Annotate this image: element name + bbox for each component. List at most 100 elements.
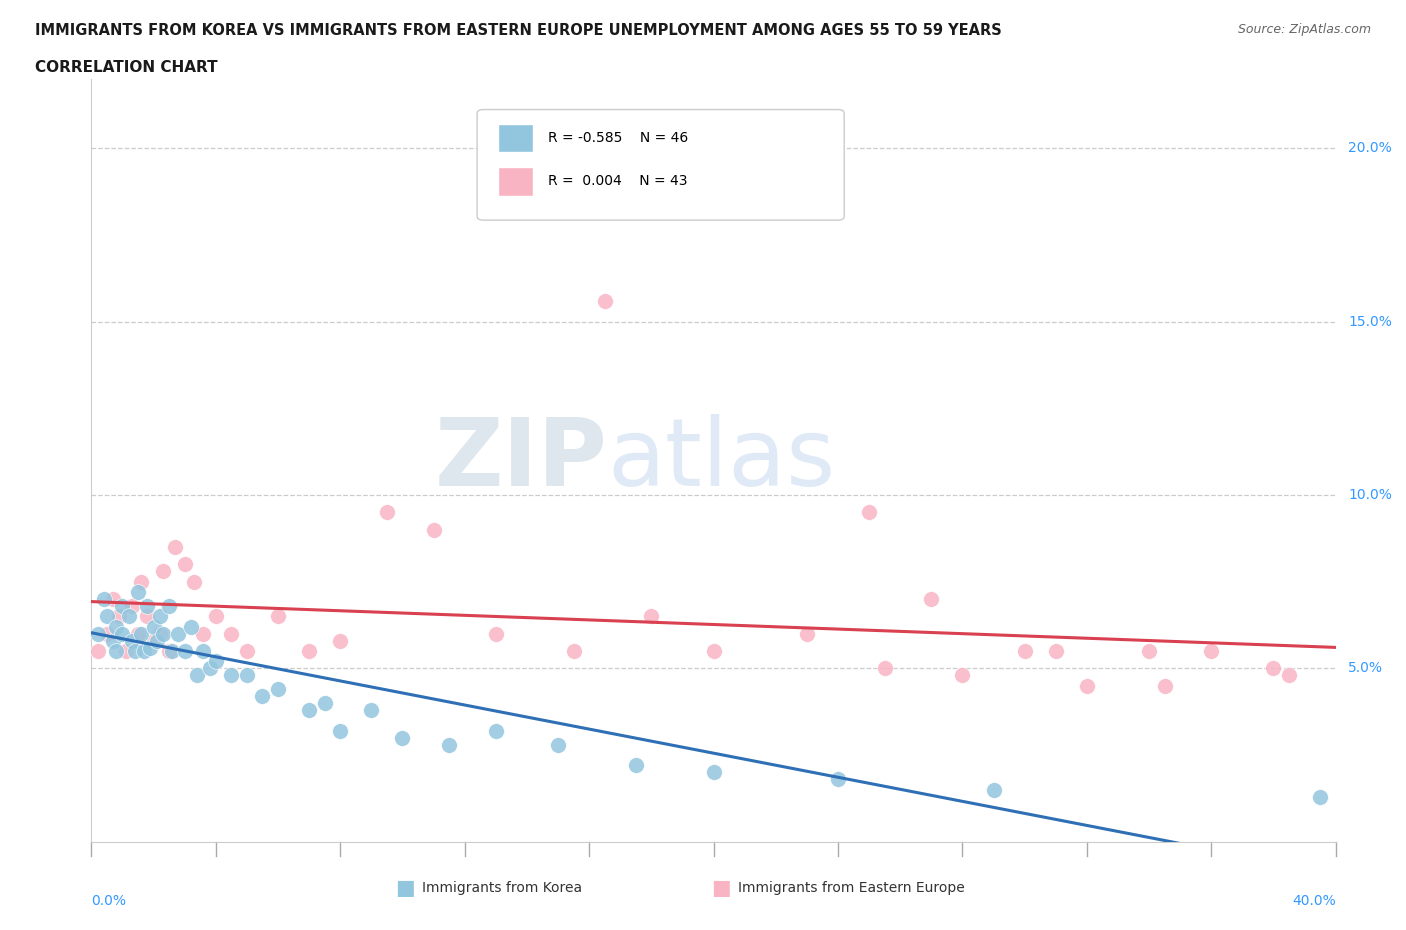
- Point: [134, 644, 156, 658]
- Point: [165, 539, 187, 554]
- Point: [1201, 644, 1223, 658]
- Point: [1309, 790, 1331, 804]
- Point: [858, 505, 880, 520]
- Point: [121, 599, 143, 614]
- Point: [221, 626, 243, 641]
- Point: [101, 591, 124, 606]
- Point: [267, 682, 290, 697]
- Point: [118, 609, 141, 624]
- Point: [162, 644, 184, 658]
- Point: [236, 668, 259, 683]
- Point: [205, 609, 228, 624]
- Point: [96, 609, 118, 624]
- Point: [1263, 661, 1285, 676]
- Point: [1137, 644, 1160, 658]
- Point: [920, 591, 942, 606]
- Text: 10.0%: 10.0%: [1348, 488, 1392, 502]
- Point: [314, 696, 336, 711]
- Text: 40.0%: 40.0%: [1292, 894, 1336, 908]
- Point: [142, 619, 165, 634]
- Point: [157, 644, 180, 658]
- Point: [298, 702, 321, 717]
- Point: [152, 626, 174, 641]
- Text: ZIP: ZIP: [434, 415, 607, 506]
- Point: [375, 505, 398, 520]
- Point: [873, 661, 896, 676]
- Text: 20.0%: 20.0%: [1348, 141, 1392, 155]
- Point: [136, 609, 159, 624]
- Point: [142, 633, 165, 648]
- Point: [485, 626, 508, 641]
- Point: [114, 644, 136, 658]
- FancyBboxPatch shape: [477, 110, 844, 220]
- Point: [86, 644, 108, 658]
- Point: [183, 574, 205, 589]
- Point: [702, 764, 725, 779]
- Text: ■: ■: [711, 878, 731, 898]
- Point: [108, 609, 131, 624]
- Point: [391, 730, 413, 745]
- Point: [93, 591, 115, 606]
- Point: [422, 523, 444, 538]
- Point: [485, 724, 508, 738]
- Point: [86, 626, 108, 641]
- Bar: [498, 166, 533, 195]
- Point: [173, 557, 195, 572]
- Point: [796, 626, 818, 641]
- Point: [1278, 668, 1301, 683]
- Text: 5.0%: 5.0%: [1348, 661, 1384, 675]
- Text: Source: ZipAtlas.com: Source: ZipAtlas.com: [1237, 23, 1371, 36]
- Point: [101, 633, 124, 648]
- Text: IMMIGRANTS FROM KOREA VS IMMIGRANTS FROM EASTERN EUROPE UNEMPLOYMENT AMONG AGES : IMMIGRANTS FROM KOREA VS IMMIGRANTS FROM…: [35, 23, 1002, 38]
- Point: [298, 644, 321, 658]
- Point: [149, 626, 172, 641]
- Point: [236, 644, 259, 658]
- Point: [193, 644, 215, 658]
- Point: [127, 626, 149, 641]
- Point: [111, 599, 134, 614]
- Point: [149, 609, 172, 624]
- Point: [198, 661, 221, 676]
- Point: [329, 633, 352, 648]
- Point: [129, 574, 152, 589]
- Text: CORRELATION CHART: CORRELATION CHART: [35, 60, 218, 75]
- Point: [950, 668, 973, 683]
- Point: [127, 585, 149, 600]
- Text: R =  0.004    N = 43: R = 0.004 N = 43: [548, 174, 688, 188]
- Text: ■: ■: [395, 878, 415, 898]
- Point: [562, 644, 585, 658]
- Point: [547, 737, 569, 752]
- Point: [105, 644, 128, 658]
- Point: [105, 619, 128, 634]
- Point: [329, 724, 352, 738]
- Point: [157, 599, 180, 614]
- Text: Immigrants from Korea: Immigrants from Korea: [422, 881, 582, 896]
- Point: [437, 737, 460, 752]
- Point: [193, 626, 215, 641]
- Point: [267, 609, 290, 624]
- Point: [1014, 644, 1036, 658]
- Text: 0.0%: 0.0%: [91, 894, 127, 908]
- Point: [139, 640, 162, 655]
- Point: [124, 644, 146, 658]
- Point: [121, 633, 143, 648]
- Point: [167, 626, 190, 641]
- Point: [96, 626, 118, 641]
- Point: [186, 668, 208, 683]
- Point: [129, 626, 152, 641]
- Text: atlas: atlas: [607, 415, 837, 506]
- Point: [145, 633, 167, 648]
- Point: [593, 294, 616, 309]
- Text: R = -0.585    N = 46: R = -0.585 N = 46: [548, 131, 689, 145]
- Point: [152, 564, 174, 578]
- Point: [221, 668, 243, 683]
- Text: 15.0%: 15.0%: [1348, 314, 1392, 328]
- Point: [360, 702, 382, 717]
- Point: [136, 599, 159, 614]
- Point: [252, 688, 274, 703]
- Point: [173, 644, 195, 658]
- Point: [827, 772, 849, 787]
- Text: Immigrants from Eastern Europe: Immigrants from Eastern Europe: [738, 881, 965, 896]
- Point: [111, 626, 134, 641]
- Bar: [498, 124, 533, 153]
